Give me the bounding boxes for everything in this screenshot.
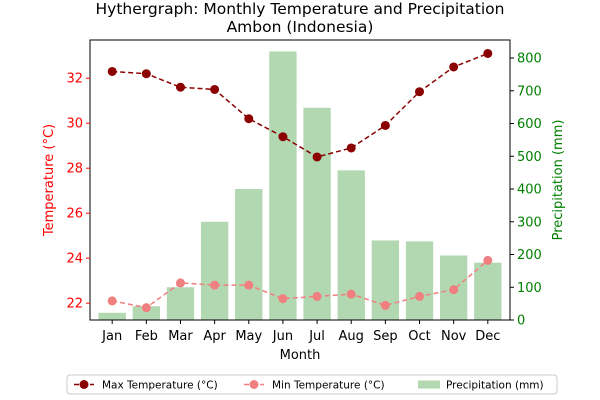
min-temperature-point xyxy=(278,294,288,304)
max-temperature-point xyxy=(278,132,288,142)
y-right-tick-label: 100 xyxy=(517,281,542,296)
x-tick-label: Mar xyxy=(168,329,193,344)
max-temperature-point xyxy=(312,152,322,162)
y-right-tick-label: 700 xyxy=(517,84,542,99)
max-temperature-point xyxy=(175,82,185,92)
y-right-tick-label: 500 xyxy=(517,150,542,165)
y-right-tick-label: 400 xyxy=(517,183,542,198)
x-axis-label: Month xyxy=(280,348,321,363)
x-tick-label: Sep xyxy=(373,329,398,344)
legend-label: Min Temperature (°C) xyxy=(272,379,385,391)
chart-title: Hythergraph: Monthly Temperature and Pre… xyxy=(96,0,505,18)
x-tick-label: Jul xyxy=(308,329,325,344)
max-temperature-point xyxy=(449,62,459,72)
legend-point-marker xyxy=(249,380,259,389)
min-temperature-point xyxy=(449,285,459,295)
x-tick-label: Jan xyxy=(101,329,122,344)
precipitation-bar xyxy=(405,241,434,320)
y-right-tick-label: 600 xyxy=(517,117,542,132)
x-tick-label: Aug xyxy=(339,329,364,344)
max-temperature-point xyxy=(346,143,356,153)
precipitation-bar xyxy=(235,189,263,320)
min-temperature-point xyxy=(380,300,390,310)
max-temperature-point xyxy=(210,84,220,94)
max-temperature-point xyxy=(141,69,151,79)
chart-subtitle: Ambon (Indonesia) xyxy=(227,18,374,36)
legend-box xyxy=(66,374,558,395)
y-left-tick-label: 30 xyxy=(66,117,83,132)
max-temperature-point xyxy=(483,48,493,58)
min-temperature-point xyxy=(141,303,151,313)
y-left-tick-label: 28 xyxy=(66,162,83,177)
legend-label: Max Temperature (°C) xyxy=(102,379,218,391)
x-tick-label: Oct xyxy=(408,329,430,344)
legend-point-marker xyxy=(79,380,89,389)
min-temperature-point xyxy=(107,296,117,306)
y-right-tick-label: 800 xyxy=(517,52,542,67)
x-tick-label: Dec xyxy=(475,329,500,344)
min-temperature-point xyxy=(346,289,356,299)
precipitation-bar xyxy=(303,107,331,320)
y-right-tick-label: 300 xyxy=(517,215,542,230)
x-tick-label: Jun xyxy=(272,329,293,344)
precipitation-bar xyxy=(98,312,126,320)
max-temperature-point xyxy=(380,120,390,130)
y-left-tick-label: 24 xyxy=(66,252,83,267)
min-temperature-point xyxy=(415,291,425,301)
y-axis-left-label: Temperature (°C) xyxy=(42,124,57,237)
min-temperature-point xyxy=(210,280,220,290)
precipitation-bar xyxy=(166,287,195,320)
y-axis-right-label: Precipitation (mm) xyxy=(551,120,566,241)
max-temperature-point xyxy=(107,66,117,76)
x-tick-label: Apr xyxy=(203,329,226,344)
precipitation-bar xyxy=(200,221,229,320)
plot-frame xyxy=(89,39,511,321)
x-tick-label: Feb xyxy=(135,329,158,344)
legend: Max Temperature (°C) Min Temperature (°C)… xyxy=(66,374,558,395)
min-temperature-point xyxy=(175,278,185,288)
precipitation-bars xyxy=(98,51,502,321)
x-tick-label: Nov xyxy=(441,329,467,344)
y-left-tick-label: 26 xyxy=(66,207,83,222)
max-temperature-line xyxy=(112,52,489,158)
min-temperature-point xyxy=(312,291,322,301)
legend-bar-swatch xyxy=(418,380,440,389)
temperature-lines xyxy=(107,48,493,313)
min-temperature-point xyxy=(244,280,254,290)
y-left-tick-label: 32 xyxy=(66,72,83,87)
precipitation-bar xyxy=(474,262,502,320)
legend-label: Precipitation (mm) xyxy=(446,379,544,391)
precipitation-bar xyxy=(132,306,160,320)
max-temperature-point xyxy=(415,87,425,97)
y-right-tick-label: 200 xyxy=(517,248,542,263)
max-temperature-point xyxy=(244,114,254,124)
x-tick-label: May xyxy=(235,329,262,344)
precipitation-bar xyxy=(269,51,297,321)
y-left-tick-label: 22 xyxy=(66,297,83,312)
axes: Jan Feb Mar Apr May Jun Jul Aug Sep Oct Nov Dec 22 24… xyxy=(66,39,542,344)
y-right-tick-label: 0 xyxy=(517,314,525,329)
min-temperature-point xyxy=(483,255,493,265)
